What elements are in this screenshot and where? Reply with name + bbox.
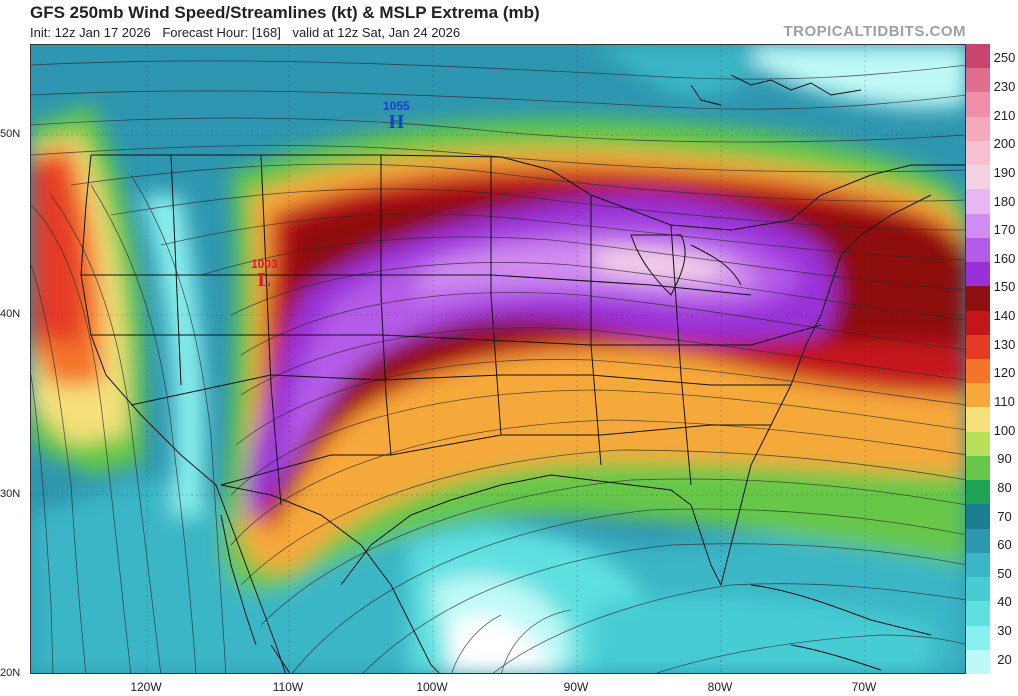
- colorbar-segment: [966, 334, 990, 360]
- brand-watermark: TROPICALTIDBITS.COM: [783, 23, 966, 40]
- colorbar-label: 200: [993, 136, 1016, 152]
- colorbar-label: 160: [993, 250, 1016, 266]
- colorbar-segment: [966, 310, 990, 336]
- colorbar-label: 100: [993, 422, 1016, 438]
- colorbar-label: 90: [997, 451, 1012, 467]
- valid-time: valid at 12z Sat, Jan 24 2026: [292, 25, 461, 40]
- colorbar-label: 110: [994, 393, 1015, 409]
- colorbar-label: 50: [997, 565, 1012, 581]
- map-subtitle: Init: 12z Jan 17 2026 Forecast Hour: [16…: [30, 25, 468, 40]
- graticule: [31, 45, 965, 673]
- colorbar-label: 210: [993, 107, 1016, 123]
- colorbar-label: 150: [993, 279, 1016, 295]
- wind-map-canvas: [31, 45, 965, 673]
- colorbar-segment: [966, 407, 990, 433]
- wind-speed-colorbar: 250 230 210 200 190 180 170 160 150 140 130 120 110 1…: [966, 44, 1018, 675]
- boundaries: [80, 74, 965, 673]
- colorbar-label: 140: [993, 308, 1016, 324]
- colorbar-segment: [966, 383, 990, 408]
- colorbar-segment: [966, 552, 990, 578]
- high-pressure-value: 1055: [383, 99, 410, 113]
- colorbar-segment: [966, 504, 990, 530]
- init-time: Init: 12z Jan 17 2026: [30, 25, 151, 40]
- colorbar-label: 250: [993, 50, 1016, 66]
- colorbar-segment: [966, 577, 990, 602]
- colorbar-segment: [966, 92, 990, 118]
- lat-label-30n: 30N: [0, 488, 21, 500]
- colorbar-label: 60: [997, 537, 1012, 553]
- colorbar-segment: [966, 286, 990, 312]
- colorbar-label: 190: [993, 164, 1016, 180]
- colorbar-label: 230: [993, 78, 1016, 94]
- colorbar-segment: [966, 359, 990, 384]
- colorbar-label: 40: [997, 594, 1012, 610]
- lon-label-110w: 110W: [272, 680, 304, 694]
- colorbar-segment: [966, 528, 990, 554]
- lon-label-100w: 100W: [416, 680, 448, 694]
- lat-label-50n: 50N: [0, 128, 21, 140]
- colorbar-label: 30: [997, 623, 1012, 639]
- colorbar-segment: [966, 625, 990, 651]
- colorbar-label: 20: [997, 651, 1012, 667]
- colorbar-segment: [966, 189, 990, 215]
- high-pressure-symbol: H: [388, 111, 405, 133]
- colorbar-label: 130: [993, 336, 1016, 352]
- map-title: GFS 250mb Wind Speed/Streamlines (kt) & …: [30, 3, 540, 22]
- colorbar-segment: [966, 165, 990, 190]
- colorbar-segment: [966, 262, 990, 287]
- low-pressure-symbol: L: [257, 269, 272, 291]
- colorbar-segment: [966, 649, 990, 675]
- map-header: GFS 250mb Wind Speed/Streamlines (kt) & …: [0, 0, 1018, 44]
- colorbar-segment: [966, 116, 990, 142]
- lat-label-20n: 20N: [0, 667, 21, 679]
- wind-map: 1055 H 1003 L: [30, 44, 966, 674]
- colorbar-segment: [966, 601, 990, 627]
- low-pressure-value: 1003: [251, 257, 278, 271]
- colorbar-label: 180: [993, 193, 1016, 209]
- colorbar-segment: [966, 140, 990, 166]
- colorbar-segment: [966, 213, 990, 239]
- colorbar-segment: [966, 455, 990, 481]
- colorbar-segment: [966, 237, 990, 263]
- high-pressure-center: 1055 H: [383, 99, 410, 133]
- lon-label-120w: 120W: [130, 680, 162, 694]
- colorbar-segment: [966, 68, 990, 93]
- low-pressure-center: 1003 L: [251, 257, 278, 291]
- colorbar-label: 170: [993, 222, 1016, 238]
- lat-label-40n: 40N: [0, 308, 21, 320]
- colorbar-segment: [966, 480, 990, 505]
- colorbar-label: 120: [993, 365, 1016, 381]
- lon-label-80w: 80W: [707, 680, 733, 694]
- colorbar-segment: [966, 431, 990, 457]
- forecast-hour: Forecast Hour: [168]: [162, 25, 281, 40]
- colorbar-label: 70: [997, 508, 1012, 524]
- lon-label-90w: 90W: [563, 680, 589, 694]
- colorbar-label: 80: [997, 479, 1012, 495]
- colorbar-segment: [966, 44, 990, 69]
- lon-label-70w: 70W: [851, 680, 877, 694]
